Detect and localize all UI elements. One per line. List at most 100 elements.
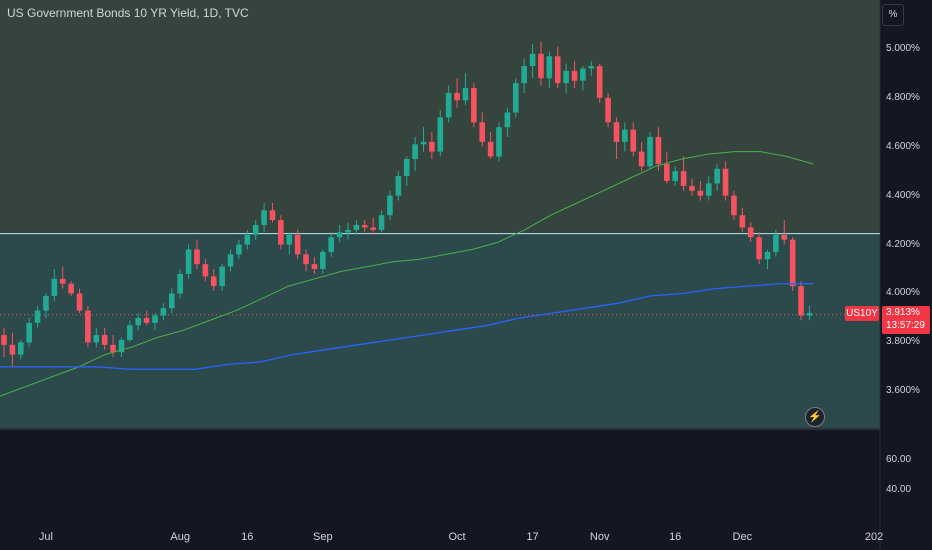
- candle[interactable]: [756, 232, 762, 265]
- candle[interactable]: [630, 122, 637, 157]
- candle[interactable]: [227, 249, 234, 272]
- candle[interactable]: [437, 110, 444, 157]
- candle[interactable]: [664, 151, 670, 184]
- candle[interactable]: [387, 190, 393, 221]
- candle[interactable]: [471, 83, 477, 128]
- candle[interactable]: [43, 293, 49, 318]
- candle[interactable]: [353, 220, 360, 235]
- candle[interactable]: [747, 222, 754, 243]
- candle[interactable]: [85, 305, 91, 348]
- candle[interactable]: [51, 269, 58, 301]
- candle[interactable]: [420, 127, 427, 152]
- candle[interactable]: [538, 41, 544, 86]
- candle[interactable]: [93, 327, 100, 348]
- candle[interactable]: [286, 232, 293, 255]
- candle[interactable]: [261, 202, 267, 233]
- candle[interactable]: [571, 61, 578, 89]
- candle[interactable]: [59, 266, 66, 289]
- candle[interactable]: [773, 229, 779, 257]
- candle[interactable]: [76, 288, 83, 314]
- candle[interactable]: [739, 207, 746, 233]
- candle[interactable]: [412, 136, 418, 172]
- candle[interactable]: [672, 166, 678, 186]
- candle[interactable]: [311, 256, 318, 274]
- candle[interactable]: [529, 44, 536, 79]
- candle[interactable]: [622, 122, 628, 152]
- unit-toggle-button[interactable]: %: [882, 4, 904, 26]
- candle[interactable]: [378, 210, 385, 233]
- candle[interactable]: [512, 78, 519, 118]
- candle[interactable]: [496, 122, 502, 162]
- candle[interactable]: [689, 178, 695, 196]
- candle[interactable]: [177, 269, 183, 299]
- moving-average-fast-line[interactable]: [0, 151, 814, 397]
- candle[interactable]: [320, 249, 326, 274]
- candle[interactable]: [563, 63, 569, 93]
- candle[interactable]: [185, 244, 192, 279]
- candle[interactable]: [210, 269, 217, 292]
- candle[interactable]: [504, 107, 511, 137]
- candle[interactable]: [101, 327, 108, 350]
- candle[interactable]: [613, 117, 620, 159]
- candle[interactable]: [638, 141, 645, 172]
- candle[interactable]: [588, 61, 595, 76]
- candle[interactable]: [554, 46, 561, 89]
- candle[interactable]: [26, 317, 32, 348]
- candle[interactable]: [580, 66, 586, 91]
- candle[interactable]: [160, 303, 167, 321]
- candle[interactable]: [9, 332, 16, 367]
- candle[interactable]: [202, 259, 209, 282]
- candle[interactable]: [697, 180, 704, 201]
- candle[interactable]: [655, 127, 662, 172]
- candle[interactable]: [647, 132, 653, 169]
- candle[interactable]: [236, 239, 242, 260]
- candle[interactable]: [596, 63, 603, 103]
- candle[interactable]: [17, 339, 24, 360]
- candle[interactable]: [252, 220, 259, 240]
- candle[interactable]: [605, 92, 611, 128]
- candle[interactable]: [143, 310, 150, 326]
- candle[interactable]: [345, 222, 351, 240]
- candle[interactable]: [789, 237, 796, 292]
- lightning-icon[interactable]: ⚡: [805, 407, 825, 427]
- candle[interactable]: [127, 320, 133, 343]
- candle[interactable]: [722, 161, 729, 201]
- candle[interactable]: [1, 327, 7, 358]
- candle[interactable]: [714, 163, 720, 191]
- candle[interactable]: [429, 132, 435, 159]
- moving-average-slow-line[interactable]: [0, 283, 813, 370]
- candle[interactable]: [764, 249, 771, 270]
- candle[interactable]: [278, 215, 284, 250]
- candle[interactable]: [303, 249, 309, 272]
- candle[interactable]: [169, 288, 175, 314]
- candle[interactable]: [798, 281, 804, 321]
- candle[interactable]: [806, 305, 813, 321]
- candle[interactable]: [118, 337, 125, 358]
- candle[interactable]: [135, 313, 142, 331]
- candle[interactable]: [328, 232, 335, 257]
- candle[interactable]: [110, 335, 116, 358]
- candle[interactable]: [194, 239, 200, 270]
- candle[interactable]: [403, 156, 410, 186]
- candle[interactable]: [219, 264, 225, 292]
- candle[interactable]: [361, 220, 368, 233]
- candle[interactable]: [546, 51, 553, 89]
- candle[interactable]: [521, 58, 527, 93]
- candle[interactable]: [370, 217, 376, 235]
- candle[interactable]: [462, 73, 469, 106]
- candle[interactable]: [487, 132, 494, 159]
- candle[interactable]: [479, 112, 486, 147]
- candle[interactable]: [152, 313, 158, 331]
- candle[interactable]: [454, 78, 460, 108]
- candle[interactable]: [395, 171, 402, 201]
- candle[interactable]: [269, 202, 276, 223]
- candle[interactable]: [781, 220, 788, 245]
- candle[interactable]: [705, 176, 712, 201]
- candle[interactable]: [680, 156, 687, 191]
- candle[interactable]: [244, 229, 251, 250]
- candle[interactable]: [34, 305, 41, 328]
- candle[interactable]: [68, 281, 74, 296]
- candle[interactable]: [445, 85, 452, 123]
- candle[interactable]: [294, 229, 301, 260]
